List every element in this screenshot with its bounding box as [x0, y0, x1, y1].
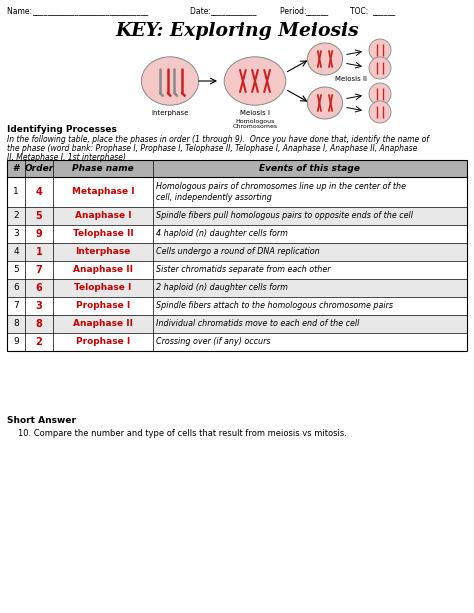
Text: Individual chromatids move to each end of the cell: Individual chromatids move to each end o…: [156, 319, 359, 329]
Bar: [7, 160, 467, 177]
Text: 7: 7: [13, 302, 19, 311]
Text: Phase name: Phase name: [72, 164, 134, 173]
Text: 3: 3: [13, 229, 19, 238]
Text: Interphase: Interphase: [75, 248, 131, 256]
Text: Spindle fibers attach to the homologous chromosome pairs: Spindle fibers attach to the homologous …: [156, 302, 393, 311]
Text: the phase (word bank: Prophase I, Prophase I, Telophase II, Telophase I, Anaphas: the phase (word bank: Prophase I, Propha…: [7, 144, 418, 153]
Text: Metaphase I: Metaphase I: [72, 188, 134, 197]
Ellipse shape: [369, 83, 391, 105]
Text: Cells undergo a round of DNA replication: Cells undergo a round of DNA replication: [156, 248, 320, 256]
Text: Name:: Name:: [7, 7, 35, 16]
Text: Spindle fibers pull homologous pairs to opposite ends of the cell: Spindle fibers pull homologous pairs to …: [156, 211, 413, 221]
Ellipse shape: [308, 87, 343, 119]
Text: Homologous
Chromosomes: Homologous Chromosomes: [232, 118, 278, 129]
Text: 1: 1: [13, 188, 19, 197]
Ellipse shape: [369, 39, 391, 61]
Text: 4: 4: [36, 187, 42, 197]
Ellipse shape: [141, 57, 199, 105]
Text: Sister chromatids separate from each other: Sister chromatids separate from each oth…: [156, 265, 330, 275]
Text: 1: 1: [36, 247, 42, 257]
Text: KEY: Exploring Meiosis: KEY: Exploring Meiosis: [115, 22, 359, 40]
Text: Telophase I: Telophase I: [74, 283, 132, 292]
Text: Homologous pairs of chromosomes line up in the center of the
cell, independently: Homologous pairs of chromosomes line up …: [156, 182, 406, 202]
Text: Events of this stage: Events of this stage: [259, 164, 361, 173]
Text: ______: ______: [305, 7, 328, 16]
Text: 5: 5: [13, 265, 19, 275]
Text: Anaphase II: Anaphase II: [73, 265, 133, 275]
Text: Order: Order: [24, 164, 54, 173]
Text: 2: 2: [36, 337, 42, 347]
Text: 9: 9: [36, 229, 42, 239]
Bar: [7, 160, 467, 351]
Text: Meiosis I: Meiosis I: [240, 110, 270, 116]
Text: Identifying Processes: Identifying Processes: [7, 125, 117, 134]
Bar: [7, 207, 467, 225]
Bar: [7, 333, 467, 351]
Text: 2: 2: [13, 211, 19, 221]
Text: TOC:: TOC:: [350, 7, 371, 16]
Text: Anaphase II: Anaphase II: [73, 319, 133, 329]
Text: Telophase II: Telophase II: [73, 229, 133, 238]
Text: Period:: Period:: [280, 7, 309, 16]
Text: 9: 9: [13, 338, 19, 346]
Bar: [7, 279, 467, 297]
Bar: [7, 297, 467, 315]
Text: 2 haploid (n) daughter cells form: 2 haploid (n) daughter cells form: [156, 283, 288, 292]
Text: Interphase: Interphase: [151, 110, 189, 116]
Text: II, Metaphase I, 1st interphase): II, Metaphase I, 1st interphase): [7, 153, 126, 162]
Text: ______: ______: [372, 7, 395, 16]
Bar: [7, 243, 467, 261]
Text: Date:: Date:: [190, 7, 213, 16]
Text: Prophase I: Prophase I: [76, 338, 130, 346]
Bar: [7, 261, 467, 279]
Ellipse shape: [369, 57, 391, 79]
Ellipse shape: [369, 101, 391, 123]
Ellipse shape: [308, 43, 343, 75]
Text: 3: 3: [36, 301, 42, 311]
Text: In the following table, place the phases in order (1 through 9).  Once you have : In the following table, place the phases…: [7, 135, 429, 144]
Text: #: #: [13, 164, 19, 173]
Text: Prophase I: Prophase I: [76, 302, 130, 311]
Text: 6: 6: [13, 283, 19, 292]
Text: 4: 4: [13, 248, 19, 256]
Text: 6: 6: [36, 283, 42, 293]
Bar: [7, 177, 467, 207]
Text: Short Answer: Short Answer: [7, 416, 76, 425]
Ellipse shape: [224, 57, 286, 105]
Text: Meiosis II: Meiosis II: [335, 76, 367, 82]
Text: ______________________________: ______________________________: [32, 7, 148, 16]
Text: 4 haploid (n) daughter cells form: 4 haploid (n) daughter cells form: [156, 229, 288, 238]
Text: 8: 8: [36, 319, 43, 329]
Text: Anaphase I: Anaphase I: [75, 211, 131, 221]
Text: Crossing over (if any) occurs: Crossing over (if any) occurs: [156, 338, 271, 346]
Text: 7: 7: [36, 265, 42, 275]
Text: 5: 5: [36, 211, 42, 221]
Text: ____________: ____________: [210, 7, 256, 16]
Text: 10. Compare the number and type of cells that result from meiosis vs mitosis.: 10. Compare the number and type of cells…: [18, 429, 347, 438]
Bar: [7, 225, 467, 243]
Bar: [7, 315, 467, 333]
Text: 8: 8: [13, 319, 19, 329]
